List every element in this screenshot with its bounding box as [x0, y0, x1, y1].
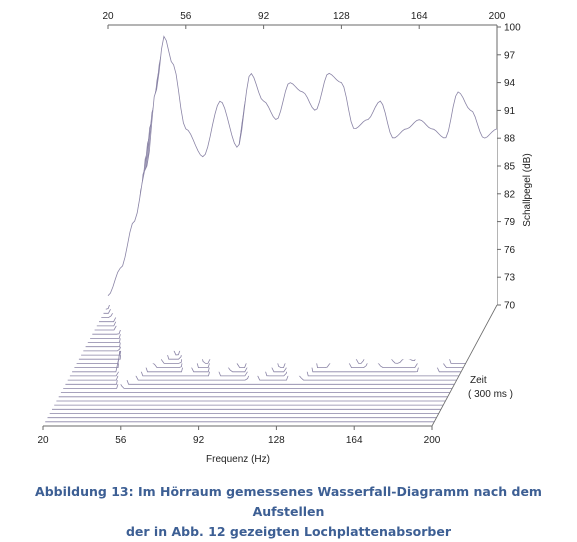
top-tick-label: 20: [102, 11, 114, 22]
level-tick-label: 100: [504, 23, 521, 34]
bottom-tick-label: 20: [37, 435, 49, 446]
figure-caption: Abbildung 13: Im Hörraum gemessenes Wass…: [0, 482, 577, 542]
level-tick-label: 88: [504, 134, 516, 145]
level-tick-label: 70: [504, 301, 516, 312]
top-frequency-axis: 20 56 92 128 164 200: [102, 11, 506, 29]
time-axis-line: [431, 304, 498, 427]
waterfall-slices: [43, 35, 498, 427]
level-tick-label: 76: [504, 245, 516, 256]
level-tick-label: 82: [504, 189, 516, 200]
top-tick-label: 200: [489, 11, 506, 22]
bottom-tick-label: 200: [424, 435, 441, 446]
time-axis-duration: ( 300 ms ): [468, 389, 513, 400]
top-tick-label: 56: [180, 11, 192, 22]
top-tick-label: 92: [258, 11, 270, 22]
bottom-tick-label: 128: [268, 435, 285, 446]
slice-fill: [108, 36, 497, 306]
time-axis-label: Zeit: [470, 375, 487, 386]
caption-line-1: Abbildung 13: Im Hörraum gemessenes Wass…: [35, 484, 542, 519]
slice-curve: [107, 35, 498, 296]
bottom-tick-label: 92: [193, 435, 205, 446]
bottom-frequency-axis: 20 56 92 128 164 200: [37, 425, 441, 446]
level-axis-title: Schallpegel (dB): [522, 153, 533, 226]
frequency-axis-title: Frequenz (Hz): [206, 454, 270, 465]
level-tick-label: 94: [504, 78, 516, 89]
slice-curve: [63, 379, 453, 389]
level-tick-label: 85: [504, 162, 516, 173]
level-tick-label: 73: [504, 273, 516, 284]
slice-curve: [65, 359, 455, 385]
caption-line-2: der in Abb. 12 gezeigten Lochplattenabso…: [125, 524, 452, 539]
top-tick-label: 128: [333, 11, 350, 22]
level-axis: 70 73 76 79 82 85 88 91 94 97 100: [496, 23, 521, 312]
top-tick-label: 164: [411, 11, 428, 22]
bottom-tick-label: 164: [346, 435, 363, 446]
level-tick-label: 91: [504, 106, 516, 117]
level-tick-label: 97: [504, 50, 516, 61]
level-tick-label: 79: [504, 217, 516, 228]
bottom-tick-label: 56: [115, 435, 127, 446]
waterfall-chart: 20 56 92 128 164 200 70737679828588919497100 …: [37, 11, 533, 465]
